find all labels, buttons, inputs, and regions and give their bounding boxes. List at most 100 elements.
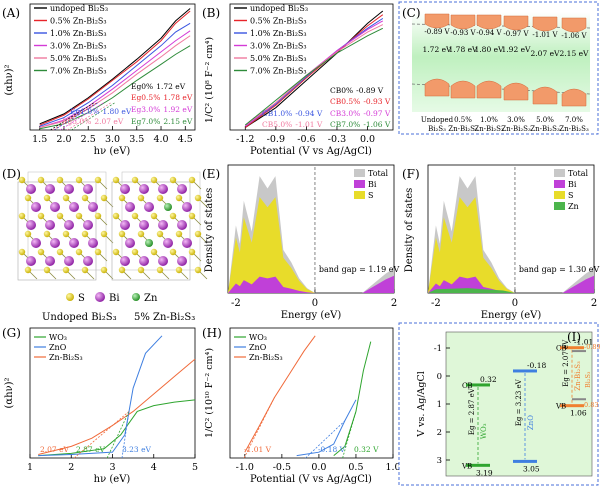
sulfur-atom xyxy=(37,176,45,184)
bismuth-atom xyxy=(64,256,74,266)
panel-a-legend-entry: 7.0% Zn-Bi₂S₃ xyxy=(50,67,107,76)
panel-b-xtick-label: 0.0 xyxy=(360,134,375,145)
sulfur-atom xyxy=(62,230,70,238)
legend-bi: Bi xyxy=(109,293,120,304)
panel-c-name-top: 0.5% xyxy=(454,116,472,124)
bismuth-atom xyxy=(88,202,98,212)
panel-b-legend-entry: 0.5% Zn-Bi₂S₃ xyxy=(250,17,307,26)
panel-b-xtick-label: -0.9 xyxy=(267,134,285,145)
sulfur-atom xyxy=(43,194,51,202)
panel-b-axes-frame xyxy=(229,3,394,131)
panel-d-crystals xyxy=(17,171,208,281)
panel-g-annotation: 3.23 eV xyxy=(122,445,152,454)
sulfur-atom xyxy=(156,194,164,202)
panel-a-eg-value: 1.78 eV xyxy=(163,93,193,102)
dos-xtick-label: -2 xyxy=(231,298,241,309)
panel-a-eg-name: Eg0% xyxy=(131,82,153,91)
panel-a-eg-label: Eg1.0% 1.80 eV xyxy=(70,107,132,116)
panel-b-cb-name: CB0.5% xyxy=(330,97,360,106)
panel-c-name-top: 1.0% xyxy=(480,116,498,124)
panel-g-legend-entry: WO₃ xyxy=(49,333,67,342)
panel-b-cb-value: -0.93 V xyxy=(363,97,391,106)
sulfur-atom xyxy=(112,248,120,256)
panel-h-annotation: 0.32 V xyxy=(354,445,379,454)
panel-c-name-top: Undoped xyxy=(421,116,454,124)
bismuth-atom-icon xyxy=(95,292,105,302)
panel-f-label: (F) xyxy=(402,167,420,181)
sulfur-atom xyxy=(94,248,102,256)
dos-legend-entry: Bi xyxy=(568,180,577,189)
panel-c-eg-value: 1.78 eV xyxy=(449,45,479,54)
bismuth-atom xyxy=(50,202,60,212)
bismuth-atom xyxy=(26,184,36,194)
panel-i-ytick-label: 2 xyxy=(437,428,442,438)
sulfur-atom xyxy=(37,212,45,220)
caption-undoped: Undoped Bi₂S₃ xyxy=(42,312,117,323)
panel-b-cb-value: -0.89 V xyxy=(356,86,384,95)
panel-b-series-line xyxy=(245,10,384,128)
bismuth-atom xyxy=(120,256,130,266)
panel-g-legend-entry: ZnO xyxy=(49,343,67,352)
panel-h-xtick-label: 0.5 xyxy=(348,462,363,473)
panel-g-series-line xyxy=(38,335,163,457)
bismuth-atom xyxy=(125,238,135,248)
sulfur-atom xyxy=(194,266,202,274)
panel-i-bis-cb-bar xyxy=(572,350,586,353)
panel-b-cb-name: CB7.0% xyxy=(330,120,360,129)
panel-e-label: (E) xyxy=(202,167,220,181)
panel-i-cb-tag: CB xyxy=(462,382,473,390)
panel-b-legend-entry: 7.0% Zn-Bi₂S₃ xyxy=(250,67,307,76)
dos-xtick-label: 0 xyxy=(512,298,518,309)
bismuth-atom xyxy=(69,238,79,248)
panel-h-legend-entry: WO₃ xyxy=(249,333,267,342)
panel-a-eg-value: 1.80 eV xyxy=(102,107,132,116)
panel-g-extrapolation-line xyxy=(106,411,130,459)
panel-i-material-name: WO₃ xyxy=(480,423,488,439)
panel-h-series-line xyxy=(296,399,357,457)
panel-h-xtick-label: 1.0 xyxy=(385,462,400,473)
dos-legend-swatch xyxy=(554,191,565,199)
bismuth-atom xyxy=(83,184,93,194)
bismuth-atom xyxy=(139,220,149,230)
panel-h-xtick-label: -1.0 xyxy=(236,462,254,473)
panel-h-annotation: -1.01 V xyxy=(244,445,272,454)
panel-g-xtick-label: 1 xyxy=(27,462,33,473)
unit-cell-frame xyxy=(17,181,97,281)
panel-b-cb-label: CB1.0% -0.94 V xyxy=(262,109,323,118)
panel-h-annotation: -0.18 V xyxy=(318,445,346,454)
sulfur-atom xyxy=(75,176,83,184)
panel-f-ylabel: Density of states xyxy=(404,188,415,273)
dos-legend-swatch xyxy=(554,169,565,177)
sulfur-atom xyxy=(137,230,145,238)
panel-c-cb-value: -0.89 V xyxy=(424,28,450,36)
panel-b-cb-labels: CB0% -0.89 V CB0.5% -0.93 V CB1.0% -0.94 V CB3… xyxy=(262,86,391,129)
sulfur-atom xyxy=(56,248,64,256)
panel-c-cb-value: -1.06 V xyxy=(561,32,587,40)
bismuth-atom xyxy=(26,220,36,230)
sulfur-atom xyxy=(81,230,89,238)
dos-legend-swatch xyxy=(354,180,365,188)
dos-xtick-label: -2 xyxy=(431,298,441,309)
bismuth-atom xyxy=(158,256,168,266)
bismuth-atom xyxy=(139,184,149,194)
panel-i-vb-value: 1.06 xyxy=(570,409,587,418)
panel-g-annotation: 2.87 eV xyxy=(76,445,106,454)
panel-i-eg-label: Eg = 2.87 eV xyxy=(468,387,476,435)
panel-i-vb-value: 3.05 xyxy=(523,464,540,473)
panel-h-axes-frame xyxy=(229,327,394,459)
sulfur-atom xyxy=(62,266,70,274)
bismuth-atom xyxy=(125,202,135,212)
dos-legend-swatch xyxy=(554,202,565,210)
panel-g-extrapolation-line xyxy=(121,411,130,459)
bismuth-atom xyxy=(139,256,149,266)
panel-i-vb-tag: VB xyxy=(555,403,566,411)
sulfur-atom xyxy=(100,266,108,274)
zinc-atom xyxy=(145,239,153,247)
panel-a-extrapolation-line xyxy=(59,102,104,131)
panel-a: (A) (αhν)² hν (eV) 1.5 2.0 2.5 3.0 3.5 4.0 4.5… xyxy=(2,3,196,157)
bismuth-atom xyxy=(158,220,168,230)
panel-a-label: (A) xyxy=(2,6,20,20)
panel-a-ylabel: (αhν)² xyxy=(4,64,15,95)
panel-b-cb-label: CB0.5% -0.93 V xyxy=(330,97,391,106)
bismuth-atom xyxy=(120,184,130,194)
